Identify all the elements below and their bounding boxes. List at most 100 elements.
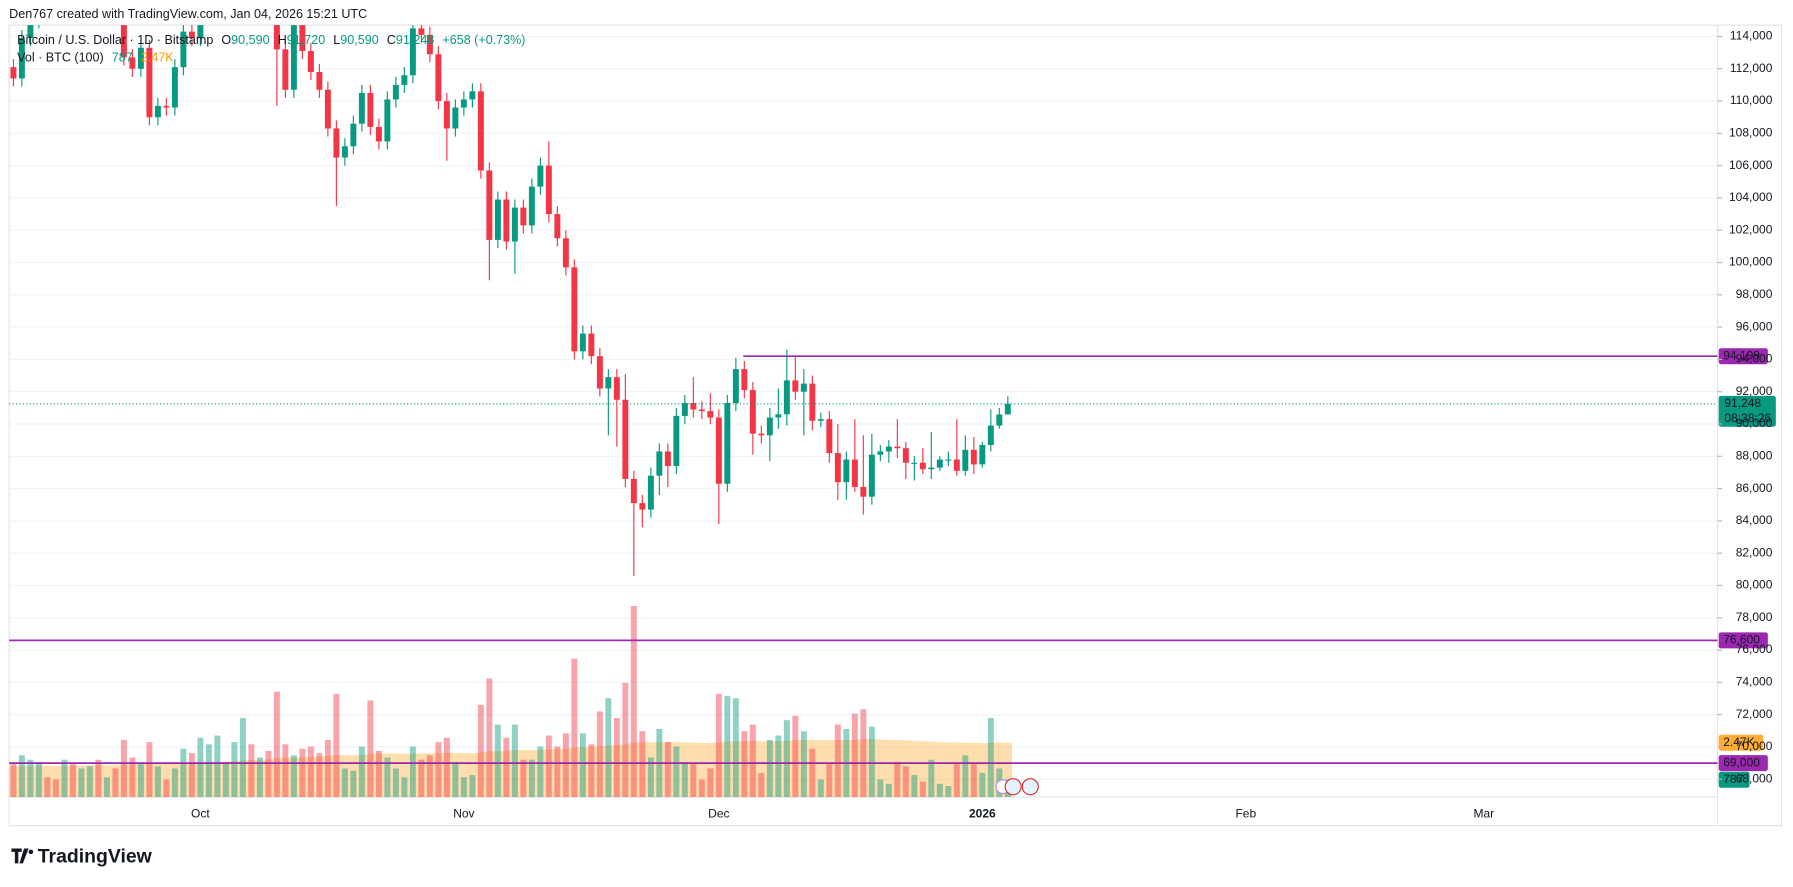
- candle-body: [137, 47, 144, 69]
- volume-bar: [27, 759, 34, 798]
- candle-body: [783, 380, 790, 415]
- candle-body: [469, 91, 476, 100]
- volume-bar: [664, 742, 671, 798]
- candle-body: [877, 451, 884, 455]
- volume-bar: [953, 764, 960, 798]
- candle-body: [299, 25, 306, 51]
- grid: [9, 35, 1718, 780]
- x-tick-label: 2026: [969, 806, 996, 820]
- volume-bar: [443, 737, 450, 798]
- volume-bar: [571, 658, 578, 798]
- candle-body: [800, 383, 807, 392]
- volume-bar: [333, 693, 340, 798]
- candle-body: [792, 380, 799, 392]
- candle-body: [477, 91, 484, 171]
- candle-body: [129, 57, 136, 69]
- candle-body: [120, 25, 127, 58]
- volume-bar: [426, 755, 433, 798]
- volume-bar: [792, 715, 799, 798]
- volume-bar: [171, 768, 178, 798]
- candle-body: [681, 403, 688, 416]
- x-tick-label: Oct: [191, 806, 210, 820]
- y-tick-label: 76,000: [1736, 642, 1773, 656]
- candle-body: [545, 165, 552, 215]
- volume-bar: [256, 757, 263, 798]
- volume-bar: [409, 746, 416, 798]
- candle-body: [928, 467, 935, 470]
- volume-bar: [307, 746, 314, 798]
- candle-body: [817, 419, 824, 421]
- volume-bar: [596, 711, 603, 798]
- candle-body: [707, 411, 714, 418]
- x-tick-label: Feb: [1235, 806, 1256, 820]
- volume-bar: [826, 764, 833, 798]
- candle-body: [673, 415, 680, 466]
- last-price-label: 91,248: [1724, 396, 1761, 410]
- candle-body: [520, 207, 527, 226]
- candle-body: [571, 267, 578, 352]
- candle-body: [188, 31, 195, 39]
- volume-bar: [673, 746, 680, 798]
- volume-bar: [10, 764, 17, 798]
- volume-bar: [486, 678, 493, 798]
- y-tick-label: 84,000: [1736, 513, 1773, 527]
- y-tick-label: 94,000: [1736, 352, 1773, 366]
- volume-bar: [945, 786, 952, 798]
- y-tick-label: 112,000: [1730, 61, 1773, 75]
- volume-bar: [460, 777, 467, 798]
- candle-body: [367, 92, 374, 127]
- y-tick-label: 68,000: [1736, 771, 1773, 785]
- candle-body: [579, 333, 586, 352]
- candle-body: [452, 107, 459, 129]
- volume-bar: [341, 768, 348, 798]
- y-tick-label: 88,000: [1736, 448, 1773, 462]
- candle-body: [647, 475, 654, 510]
- candle-body: [834, 453, 841, 483]
- volume-bar: [44, 777, 51, 798]
- volume-bar: [154, 766, 161, 798]
- volume-legend: Vol · BTC (100) 787 2.47K: [17, 51, 174, 65]
- volume-bar: [919, 781, 926, 798]
- volume-value: 787: [112, 51, 133, 65]
- volume-bar: [120, 739, 127, 798]
- volume-bar: [137, 764, 144, 798]
- volume-bar: [418, 759, 425, 798]
- candle-body: [936, 459, 943, 468]
- countdown: 08:38:26: [1724, 411, 1771, 425]
- volume-pane: [9, 606, 1013, 798]
- volume-bar: [95, 759, 102, 798]
- legend-line: Bitcoin / U.S. Dollar · 1D · Bitstamp O9…: [17, 33, 525, 47]
- price-axis: 68,000 70,000 72,000 74,000 76,000 78,000 80,0…: [1717, 29, 1773, 785]
- candle-body: [307, 50, 314, 72]
- candle-body: [953, 459, 960, 471]
- candle-body: [435, 54, 442, 102]
- caption: Den767 created with TradingView.com, Jan…: [9, 7, 367, 21]
- volume-bar: [579, 733, 586, 798]
- volume-bar: [477, 704, 484, 798]
- volume-bar: [52, 779, 59, 798]
- volume-bar: [69, 764, 76, 798]
- volume-bar: [681, 761, 688, 798]
- candle-body: [860, 486, 867, 497]
- y-tick-label: 104,000: [1729, 190, 1773, 204]
- volume-bar: [537, 746, 544, 798]
- volume-ma-axis-label: 2.47K: [1723, 735, 1754, 749]
- volume-bar: [520, 759, 527, 798]
- volume-bar: [724, 696, 731, 798]
- candle-body: [1004, 403, 1011, 415]
- y-tick-label: 74,000: [1736, 675, 1773, 689]
- y-tick-label: 72,000: [1736, 707, 1773, 721]
- candle-body: [163, 105, 170, 108]
- y-tick-label: 102,000: [1729, 222, 1773, 236]
- candle-body: [418, 28, 425, 35]
- candle-body: [18, 38, 25, 79]
- candle-body: [868, 454, 875, 497]
- candle-body: [358, 92, 365, 124]
- y-tick-label: 86,000: [1736, 481, 1773, 495]
- candle-body: [588, 333, 595, 357]
- candles: [10, 25, 1011, 576]
- logo-mark: [11, 848, 29, 864]
- volume-bar: [639, 731, 646, 798]
- volume-bar: [690, 764, 697, 798]
